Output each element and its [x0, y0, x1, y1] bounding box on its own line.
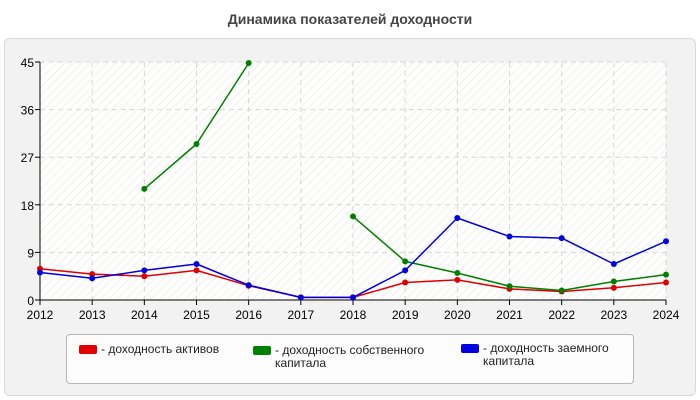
- data-point: [297, 294, 304, 301]
- legend-swatch: [253, 346, 271, 355]
- y-tick-label: 9: [27, 246, 34, 260]
- data-point: [663, 271, 669, 278]
- legend: - доходность активов - доходность собств…: [66, 334, 634, 384]
- data-point: [402, 267, 409, 274]
- data-point: [37, 269, 43, 276]
- x-tick-label: 2017: [287, 308, 314, 322]
- x-tick-label: 2020: [444, 308, 471, 322]
- data-point: [350, 294, 356, 301]
- data-point: [610, 278, 617, 285]
- legend-label: - доходность заемного капитала: [483, 341, 609, 368]
- x-tick-label: 2022: [548, 308, 575, 322]
- x-tick-label: 2018: [340, 308, 367, 322]
- x-tick-label: 2013: [79, 308, 106, 322]
- chart-title: Динамика показателей доходности: [227, 11, 473, 27]
- data-point: [193, 140, 200, 147]
- legend-swatch: [461, 344, 479, 353]
- data-point: [454, 215, 461, 222]
- data-point: [506, 233, 513, 240]
- data-point: [454, 270, 461, 277]
- data-point: [663, 279, 669, 286]
- x-tick-label: 2019: [392, 308, 419, 322]
- data-point: [610, 261, 617, 268]
- x-tick-label: 2021: [496, 308, 523, 322]
- data-point: [402, 258, 409, 265]
- y-tick-label: 0: [27, 294, 34, 308]
- data-point: [454, 276, 461, 283]
- data-point: [350, 213, 356, 220]
- data-point: [193, 267, 200, 274]
- data-point: [141, 185, 148, 192]
- y-tick-label: 18: [21, 199, 35, 213]
- data-point: [558, 287, 565, 294]
- data-point: [193, 261, 200, 268]
- x-tick-label: 2023: [600, 308, 627, 322]
- data-point: [402, 279, 409, 286]
- legend-label: - доходность активов: [101, 342, 220, 356]
- data-point: [89, 271, 96, 278]
- series-1: [141, 60, 669, 294]
- data-point: [89, 275, 96, 282]
- data-point: [245, 282, 252, 289]
- data-point: [141, 273, 148, 280]
- x-tick-label: 2015: [183, 308, 210, 322]
- legend-label: - доходность собственного капитала: [275, 343, 425, 370]
- legend-swatch: [79, 345, 97, 354]
- data-point: [610, 284, 617, 291]
- y-tick-label: 45: [21, 56, 35, 70]
- y-tick-label: 27: [21, 151, 35, 165]
- data-point: [506, 283, 513, 290]
- x-tick-label: 2012: [27, 308, 54, 322]
- y-tick-label: 36: [21, 104, 35, 118]
- grid-lines: [40, 61, 667, 300]
- x-tick-label: 2014: [131, 308, 158, 322]
- data-point: [558, 235, 565, 242]
- x-tick-label: 2024: [653, 308, 680, 322]
- series-layer: [37, 60, 669, 301]
- data-point: [245, 60, 252, 67]
- series-2: [37, 215, 669, 301]
- tick-labels: 0 9 18 27 36 45 2012 2013 2014 2015 2016 2017 2018 20…: [21, 56, 680, 322]
- x-tick-label: 2016: [235, 308, 262, 322]
- data-point: [141, 267, 148, 274]
- data-point: [663, 238, 669, 245]
